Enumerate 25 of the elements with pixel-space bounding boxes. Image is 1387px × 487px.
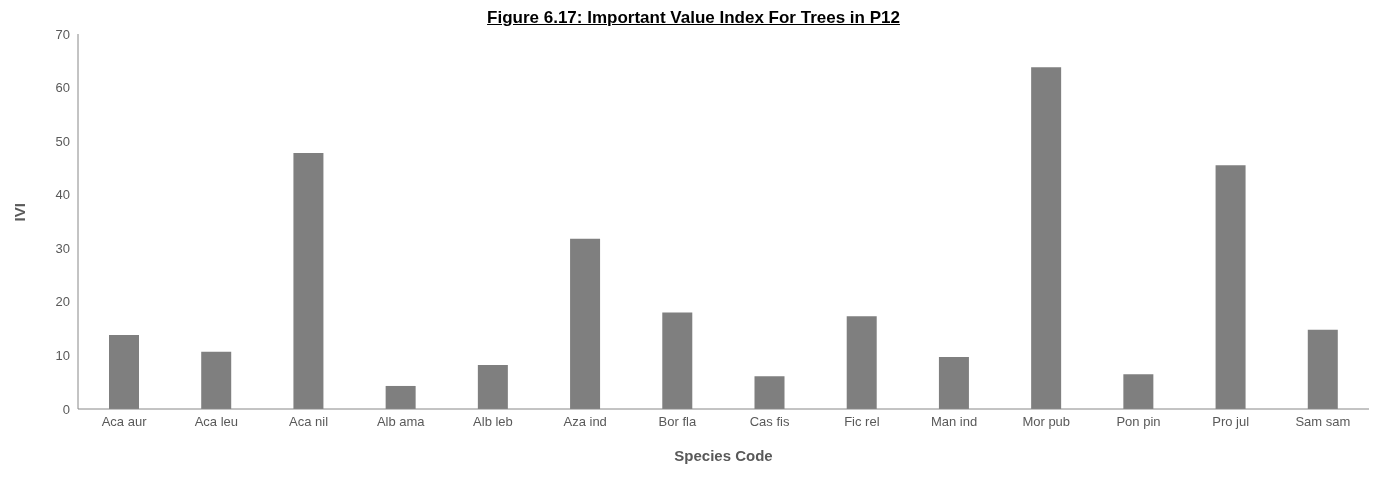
x-tick-label: Pon pin <box>1116 414 1161 430</box>
y-tick-label: 50 <box>55 133 70 149</box>
x-tick-label: Aca aur <box>101 414 148 430</box>
x-tick-label: Aca leu <box>194 414 239 430</box>
y-tick-label: 20 <box>55 294 70 310</box>
x-tick-label: Man ind <box>930 414 978 430</box>
x-tick-label: Cas fis <box>749 414 790 430</box>
y-tick-label: 10 <box>55 348 70 364</box>
x-tick-label: Pro jul <box>1212 414 1250 430</box>
y-axis-title: IVI <box>11 203 29 222</box>
y-tick-label: 0 <box>62 401 70 417</box>
x-tick-label: Aza ind <box>563 414 607 430</box>
x-tick-label: Alb leb <box>473 414 513 430</box>
x-tick-label: Sam sam <box>1295 414 1351 430</box>
x-tick-label: Bor fla <box>658 414 697 430</box>
x-axis-title: Species Code <box>674 447 773 464</box>
y-tick-label: 30 <box>55 240 70 256</box>
x-tick-label: Aca nil <box>289 414 329 430</box>
y-tick-label: 60 <box>55 80 70 96</box>
x-tick-label: Fic rel <box>844 414 880 430</box>
y-tick-label: 70 <box>55 26 70 42</box>
y-tick-label: 40 <box>55 187 70 203</box>
x-tick-label: Alb ama <box>376 414 426 430</box>
x-tick-label: Mor pub <box>1022 414 1071 430</box>
chart-title: Figure 6.17: Important Value Index For Trees in P12 <box>486 8 901 28</box>
